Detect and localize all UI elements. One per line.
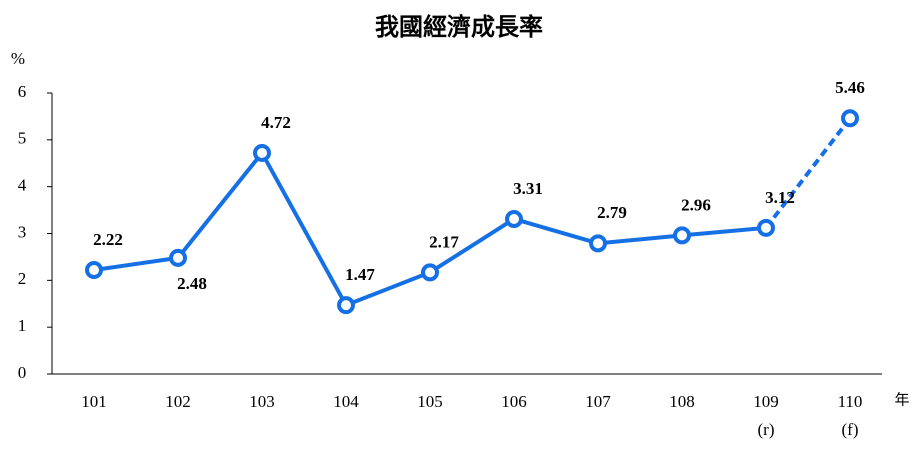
x-tick-note: (f) [842,420,859,439]
marker [337,296,355,315]
value-label: 3.12 [765,188,795,207]
y-tick-label: 0 [18,363,27,382]
chart-title: 我國經濟成長率 [375,13,543,41]
line-forecast [764,117,852,230]
marker [505,209,523,228]
marker [169,248,187,267]
marker [841,109,859,128]
marker [673,226,691,245]
x-tick-note: (r) [758,420,775,439]
x-tick-label: 107 [585,392,611,411]
y-tick-label: 1 [18,316,27,335]
value-label: 2.48 [177,274,207,293]
x-tick-label: 108 [669,392,695,411]
marker [85,261,103,280]
x-unit: 年 [894,391,909,409]
x-tick-label: 106 [501,392,527,411]
value-label: 2.22 [93,230,123,249]
value-label: 3.31 [513,179,543,198]
x-tick-label: 103 [249,392,275,411]
y-tick-label: 3 [18,222,27,241]
y-tick-label: 5 [18,129,27,148]
marker [589,234,607,253]
x-tick-label: 101 [81,392,107,411]
x-tick-label: 104 [333,392,359,411]
x-tick-label: 110 [838,392,863,411]
y-unit: % [11,49,25,68]
x-tick-label: 102 [165,392,191,411]
value-label: 4.72 [261,113,291,132]
y-tick-label: 6 [18,82,27,101]
value-label: 2.96 [681,195,711,214]
x-tick-label: 109 [753,392,779,411]
value-label: 1.47 [345,265,375,284]
x-tick-label: 105 [417,392,443,411]
value-label: 2.17 [429,232,459,251]
marker [757,218,775,237]
y-tick-label: 2 [18,269,27,288]
marker [421,263,439,282]
y-tick-label: 4 [18,176,27,195]
value-label: 2.79 [597,203,627,222]
value-label: 5.46 [835,78,865,97]
marker [253,143,271,162]
